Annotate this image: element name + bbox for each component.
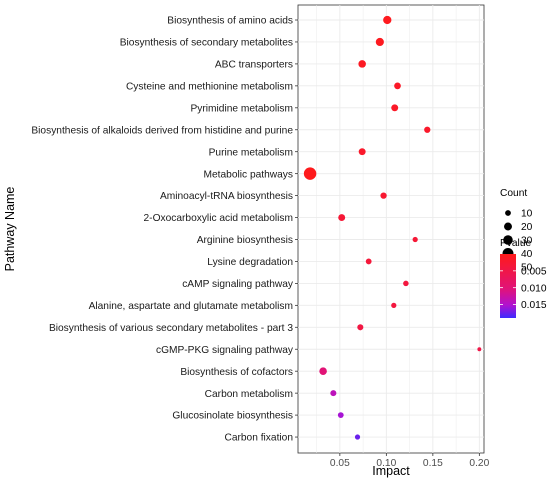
data-point xyxy=(424,126,431,133)
y-tick-label: Biosynthesis of cofactors xyxy=(180,367,293,378)
y-tick-label: Arginine biosynthesis xyxy=(197,235,293,246)
y-tick-labels: Biosynthesis of amino acids Biosynthesis … xyxy=(31,16,294,444)
x-tick-label: 0.20 xyxy=(469,458,489,469)
color-legend: Pvalue 0.005 0.010 0.015 xyxy=(500,238,547,318)
data-point xyxy=(391,104,399,112)
y-tick-label: Biosynthesis of amino acids xyxy=(167,16,293,27)
y-tick-label: Carbon metabolism xyxy=(205,389,293,400)
data-point xyxy=(354,434,361,440)
data-point xyxy=(375,37,384,47)
color-legend-title: Pvalue xyxy=(500,238,531,249)
data-point xyxy=(330,390,337,397)
y-tick-label: 2-Oxocarboxylic acid metabolism xyxy=(144,213,293,224)
y-tick-label: Pyrimidine metabolism xyxy=(191,103,293,114)
y-tick-label: Lysine degradation xyxy=(207,257,293,268)
size-legend-label: 10 xyxy=(521,209,533,220)
x-tick-label: 0.05 xyxy=(330,458,350,469)
data-point xyxy=(412,236,418,243)
color-legend-label: 0.010 xyxy=(521,283,547,294)
data-point xyxy=(303,167,317,180)
y-tick-marks xyxy=(295,19,298,438)
y-tick-label: Biosynthesis of secondary metabolites xyxy=(120,38,293,49)
y-tick-label: Alanine, aspartate and glutamate metabol… xyxy=(89,301,293,312)
data-point xyxy=(365,258,372,265)
size-legend-title: Count xyxy=(500,188,527,199)
y-tick-label: Biosynthesis of various secondary metabo… xyxy=(49,323,293,334)
y-tick-label: Cysteine and methionine metabolism xyxy=(126,81,293,92)
x-ticks: 0.05 0.10 0.15 0.20 xyxy=(330,453,490,469)
size-legend-key xyxy=(504,222,512,231)
data-point xyxy=(358,148,366,156)
size-legend-label: 30 xyxy=(521,236,533,247)
x-tick-label: 0.15 xyxy=(423,458,443,469)
x-axis-title: Impact xyxy=(372,464,410,478)
y-tick-label: cAMP signaling pathway xyxy=(182,279,294,290)
y-tick-label: Aminoacyl-tRNA biosynthesis xyxy=(160,191,293,202)
data-point xyxy=(358,60,366,68)
y-tick-label: cGMP-PKG signaling pathway xyxy=(156,345,294,356)
y-tick-label: Biosynthesis of alkaloids derived from h… xyxy=(31,125,293,136)
data-point xyxy=(338,214,346,222)
data-point xyxy=(380,192,387,199)
size-legend-key xyxy=(503,235,513,245)
vertical-gridlines xyxy=(316,5,480,453)
color-legend-bar xyxy=(500,254,516,318)
y-axis-title: Pathway Name xyxy=(3,187,17,272)
x-tick-label: 0.10 xyxy=(376,458,396,469)
y-tick-label: Metabolic pathways xyxy=(204,169,293,180)
size-legend-key xyxy=(505,210,511,216)
y-tick-label: Purine metabolism xyxy=(209,147,293,158)
size-legend-label: 20 xyxy=(521,222,533,233)
data-point xyxy=(477,347,482,352)
data-point xyxy=(337,412,344,418)
data-point xyxy=(383,15,392,25)
size-legend-label: 40 xyxy=(521,249,533,260)
horizontal-gridlines xyxy=(298,19,484,438)
data-point xyxy=(357,324,364,331)
data-point xyxy=(403,280,409,287)
y-tick-label: Glucosinolate biosynthesis xyxy=(172,411,293,422)
data-point xyxy=(319,367,327,375)
y-tick-label: Carbon fixation xyxy=(224,433,293,444)
y-tick-label: ABC transporters xyxy=(215,60,293,71)
data-points xyxy=(303,15,482,440)
color-legend-label: 0.005 xyxy=(521,266,547,277)
data-point xyxy=(391,302,397,308)
size-legend-label: 50 xyxy=(521,263,533,274)
color-legend-label: 0.015 xyxy=(521,300,547,311)
plot-panel xyxy=(297,4,485,454)
data-point xyxy=(394,82,401,90)
